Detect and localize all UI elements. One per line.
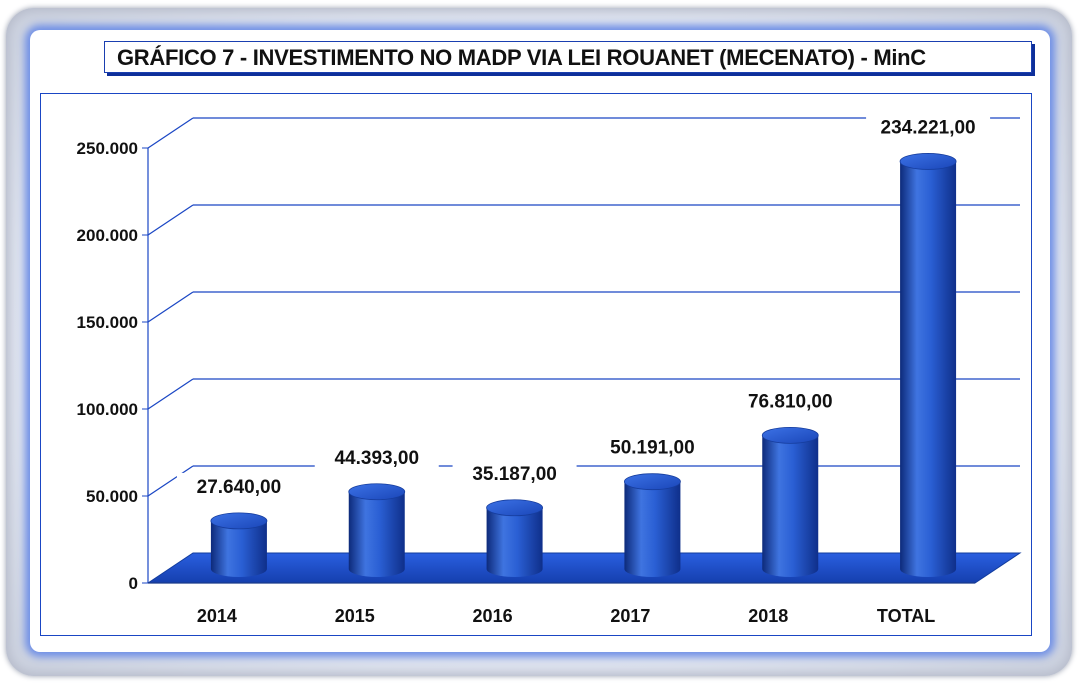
data-label-bg — [176, 472, 301, 499]
data-label-bg — [728, 387, 853, 414]
x-category-label: 2016 — [473, 606, 513, 626]
data-label-bg — [866, 113, 991, 140]
bar-body — [486, 507, 543, 577]
axis-layer: 0 50.000 100.000 150.000 200.000 250.000 — [77, 139, 975, 593]
bar-body — [348, 491, 405, 577]
bar — [210, 512, 268, 577]
y-tick-label: 100.000 — [77, 400, 138, 419]
y-tick-label: 150.000 — [77, 313, 138, 332]
gridline-depth — [147, 117, 194, 149]
bar — [348, 483, 406, 577]
y-tick-label: 0 — [129, 574, 138, 593]
bar-layer — [210, 153, 957, 578]
chart-title-box: GRÁFICO 7 - INVESTIMENTO NO MADP VIA LEI… — [104, 41, 1032, 73]
bar-top-cap — [486, 499, 543, 517]
data-label: 35.187,00 — [472, 464, 557, 485]
bar-body — [210, 520, 267, 577]
data-label-bg — [452, 459, 577, 486]
data-label-bg — [590, 433, 715, 460]
data-label: 27.640,00 — [197, 477, 282, 498]
data-label: 50.191,00 — [610, 438, 695, 459]
chart-floor — [146, 552, 1022, 584]
gridline-depth — [147, 204, 194, 236]
label-layer: 2014 27.640,00 2015 44.393,00 2016 35.187,00 2… — [176, 113, 991, 626]
grid-layer — [147, 117, 1020, 497]
bar-body — [624, 481, 681, 577]
x-category-label: TOTAL — [877, 606, 935, 626]
data-label: 44.393,00 — [334, 448, 419, 469]
y-tick-label: 200.000 — [77, 226, 138, 245]
x-category-label: 2017 — [610, 606, 650, 626]
data-label-bg — [314, 443, 439, 470]
x-category-label: 2018 — [748, 606, 788, 626]
bar-top-cap — [761, 426, 819, 444]
bar-top-cap — [624, 473, 681, 491]
y-tick-label: 250.000 — [77, 139, 138, 158]
bar-top-cap — [348, 483, 406, 501]
chart-title: GRÁFICO 7 - INVESTIMENTO NO MADP VIA LEI… — [117, 45, 926, 70]
bar — [624, 473, 681, 577]
gridline-depth — [147, 291, 194, 323]
data-label: 76.810,00 — [748, 391, 833, 412]
bar — [899, 153, 957, 578]
x-category-label: 2014 — [197, 606, 237, 626]
floor-layer — [146, 552, 1022, 584]
x-category-label: 2015 — [335, 606, 375, 626]
bar — [761, 426, 819, 577]
bar-top-cap — [899, 153, 957, 170]
data-label: 234.221,00 — [881, 117, 976, 138]
bar-body — [762, 435, 819, 577]
gridline-depth — [147, 465, 194, 497]
y-tick-label: 50.000 — [86, 487, 138, 506]
gridline-depth — [147, 378, 194, 410]
bar — [486, 499, 543, 577]
bar-top-cap — [210, 512, 268, 530]
bar-body — [900, 161, 957, 578]
